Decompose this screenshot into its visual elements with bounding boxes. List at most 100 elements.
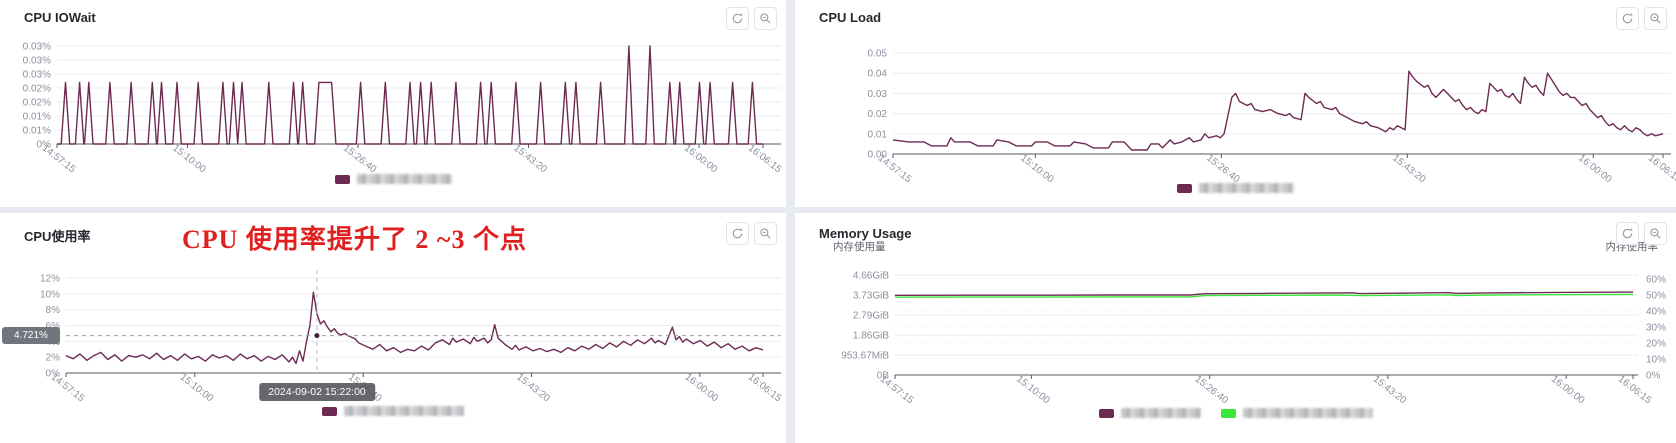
legend-marker: [1098, 408, 1114, 418]
y-axis-tick-label: 6%: [46, 321, 61, 332]
x-axis-tick-label: 15:10:00: [178, 372, 216, 405]
y-axis-tick-label: 0.02: [868, 109, 888, 120]
legend-marker: [1220, 408, 1236, 418]
series-line: [65, 291, 764, 365]
zoom-button[interactable]: [754, 222, 777, 245]
x-axis-tick-label: 16:06:15: [746, 143, 784, 176]
legend-item[interactable]: [1220, 408, 1373, 418]
x-axis-tick-label: 15:26:40: [341, 143, 379, 176]
panel-title: CPU Load: [819, 10, 882, 25]
memory-usage-chart[interactable]: 4.66GiB 3.73GiB 2.79GiB 1.86GiB 953.67MiB 0B 6…: [795, 213, 1676, 443]
y-axis-tick-label: 0.02%: [23, 84, 51, 95]
panel-actions: [726, 222, 777, 245]
legend-label-censored: [1199, 183, 1294, 193]
refresh-button[interactable]: [1616, 222, 1639, 245]
y-axis-tick-label: 0%: [37, 140, 52, 151]
y-axis-tick-label: 10%: [40, 289, 60, 300]
y-axis-tick-label: 953.67MiB: [841, 351, 889, 362]
zoom-button[interactable]: [754, 7, 777, 30]
y-axis-tick-label: 3.73GiB: [853, 291, 889, 302]
y-axis-tick-label: 0.02%: [23, 98, 51, 109]
refresh-icon: [731, 12, 744, 25]
y-axis-tick-label: 8%: [46, 305, 61, 316]
y-axis-tick-label: 0.03%: [23, 42, 51, 53]
legend-marker: [334, 174, 350, 184]
x-axis-tick-label: 16:00:00: [683, 372, 721, 405]
y-axis-tick-label: 0.00: [868, 150, 888, 161]
x-axis-tick-label: 15:43:20: [1390, 153, 1428, 186]
cpu-iowait-legend: [0, 174, 786, 184]
y-axis-tick-label: 12%: [40, 274, 60, 285]
cpu-iowait-chart[interactable]: 0.03% 0.03% 0.03% 0.02% 0.02% 0.01% 0.01% 0% 14:…: [0, 0, 786, 207]
right-axis-tick-label: 60%: [1646, 275, 1666, 286]
series-line: [57, 45, 763, 145]
panel-title: CPU IOWait: [24, 10, 96, 25]
legend-label-censored: [1242, 408, 1373, 418]
x-axis-tick-label: 15:43:20: [514, 372, 552, 405]
x-axis-tick-label: 16:00:00: [682, 143, 720, 176]
right-axis-tick-label: 0%: [1646, 371, 1661, 382]
legend-item[interactable]: [1177, 183, 1294, 193]
x-axis-tick-label: 16:06:15: [746, 372, 784, 405]
red-annotation: CPU 使用率提升了 2 ~3 个点: [182, 225, 527, 254]
panel-title: CPU使用率: [24, 229, 91, 244]
zoom-button[interactable]: [1644, 222, 1667, 245]
refresh-button[interactable]: [726, 222, 749, 245]
right-axis-tick-label: 50%: [1646, 291, 1666, 302]
series-line: [892, 70, 1664, 151]
y-axis-tick-label: 0.04: [868, 69, 888, 80]
y-axis-tick-label: 4.66GiB: [853, 271, 889, 282]
panel-cpu-usage: CPU使用率 CPU 使用率提升了 2 ~3 个点 4.721% 2024-09…: [0, 213, 786, 443]
panel-title: Memory Usage: [819, 226, 912, 241]
hover-point-marker: [314, 333, 320, 339]
legend-item[interactable]: [1098, 408, 1201, 418]
zoom-icon: [759, 12, 772, 25]
legend-label-censored: [344, 406, 464, 416]
chart-tooltip: 2024-09-02 15:22:00: [259, 383, 375, 401]
cpu-load-legend: [795, 183, 1676, 193]
legend-item[interactable]: [334, 174, 452, 184]
left-axis-title: 内存使用量: [833, 241, 886, 253]
zoom-icon: [1649, 227, 1662, 240]
y-axis-tick-label: 0.03: [868, 89, 888, 100]
x-axis-tick-label: 15:43:20: [1371, 374, 1409, 407]
zoom-icon: [759, 227, 772, 240]
legend-marker: [1177, 183, 1192, 193]
cpu-iowait-plot: 0.03% 0.03% 0.03% 0.02% 0.02% 0.01% 0.01% 0%14:…: [23, 42, 784, 176]
y-axis-tick-label: 0.03%: [23, 70, 51, 81]
y-axis-tick-label: 0.05: [868, 49, 888, 60]
right-axis-tick-label: 10%: [1646, 355, 1666, 366]
x-axis-tick-label: 15:43:20: [511, 143, 549, 176]
x-axis-tick-label: 16:00:00: [1576, 153, 1614, 186]
series-line: [894, 293, 1634, 298]
right-axis-tick-label: 20%: [1646, 339, 1666, 350]
refresh-icon: [731, 227, 744, 240]
x-axis-tick-label: 14:57:15: [49, 372, 87, 405]
x-axis-tick-label: 14:57:15: [876, 153, 914, 186]
panel-cpu-iowait: CPU IOWait 0.03% 0.03% 0.03% 0.02% 0.02% 0.01…: [0, 0, 786, 207]
refresh-button[interactable]: [1616, 7, 1639, 30]
zoom-button[interactable]: [1644, 7, 1667, 30]
series-line: [894, 291, 1634, 297]
y-axis-tick-label: 0%: [46, 369, 61, 380]
axis-pointer-value-badge: 4.721%: [2, 327, 60, 344]
y-axis-tick-label: 2%: [46, 353, 61, 364]
x-axis-tick-label: 14:57:15: [40, 143, 78, 176]
cpu-usage-legend: [0, 406, 786, 416]
refresh-icon: [1621, 12, 1634, 25]
refresh-button[interactable]: [726, 7, 749, 30]
legend-label-censored: [356, 174, 452, 184]
x-axis-tick-label: 16:00:00: [1549, 374, 1587, 407]
y-axis-tick-label: 0.03%: [23, 56, 51, 67]
x-axis-tick-label: 15:10:00: [170, 143, 208, 176]
x-axis-tick-label: 15:10:00: [1018, 153, 1056, 186]
x-axis-tick-label: 14:57:15: [878, 374, 916, 407]
legend-item[interactable]: [322, 406, 464, 416]
panel-cpu-load: CPU Load 0.05 0.04 0.03 0.02 0.01 0.00 14:57:1…: [795, 0, 1676, 207]
x-axis-tick-label: 15:10:00: [1014, 374, 1052, 407]
cpu-load-chart[interactable]: 0.05 0.04 0.03 0.02 0.01 0.00 14:57:15 15:10:00…: [795, 0, 1676, 207]
y-axis-tick-label: 0.01%: [23, 126, 51, 137]
y-axis-tick-label: 2.79GiB: [853, 311, 889, 322]
refresh-icon: [1621, 227, 1634, 240]
